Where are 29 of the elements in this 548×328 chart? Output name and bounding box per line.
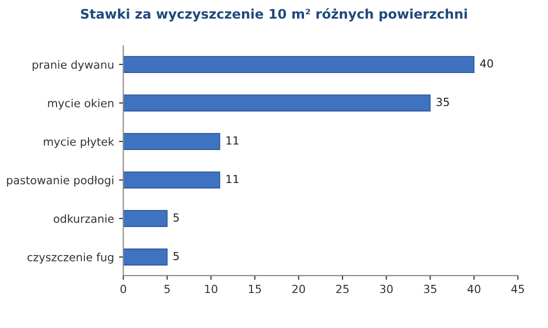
bar	[123, 56, 474, 73]
x-tick-label: 10	[205, 284, 218, 294]
y-tick-label: czyszczenie fug	[27, 252, 114, 264]
y-tick-label: mycie okien	[48, 98, 114, 110]
x-tick-label: 25	[336, 284, 349, 294]
y-tick-label: mycie płytek	[44, 137, 114, 148]
data-label: 11	[226, 136, 238, 145]
x-tick-label: 40	[467, 284, 480, 294]
y-tick-label: odkurzanie	[54, 214, 114, 223]
x-tick-label: 0	[120, 284, 126, 294]
data-label: 5	[174, 213, 179, 222]
x-tick-label: 5	[164, 284, 170, 294]
x-tick-label: 20	[292, 284, 305, 294]
bar	[123, 94, 431, 112]
data-label: 5	[174, 252, 179, 260]
data-label: 35	[436, 98, 449, 106]
chart-title: Stawki za wyczyszczenie 10 m² różnych powierzchni	[80, 8, 467, 22]
x-tick-label: 15	[248, 284, 261, 294]
bar	[123, 171, 220, 188]
bar	[123, 132, 220, 150]
x-tick-label: 35	[424, 284, 436, 294]
bar	[123, 210, 168, 227]
data-label: 40	[480, 59, 493, 68]
y-tick-label: pastowanie podłogi	[7, 176, 114, 187]
x-tick-label: 30	[380, 284, 393, 294]
y-tick-label: pranie dywanu	[32, 60, 114, 71]
data-label: 11	[226, 174, 238, 184]
bar	[123, 248, 168, 266]
x-tick-label: 45	[511, 284, 524, 294]
